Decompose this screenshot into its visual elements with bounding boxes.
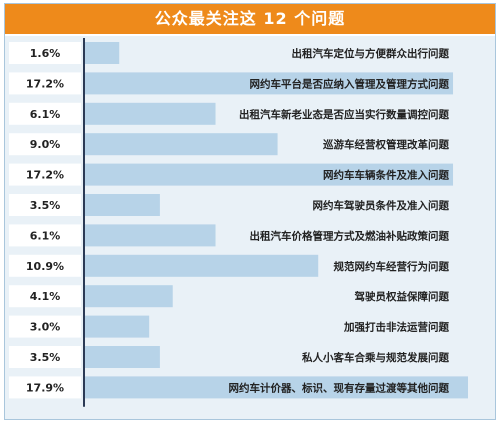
bar	[85, 42, 120, 64]
percent-label: 1.6%	[30, 47, 61, 60]
percent-label: 17.2%	[26, 169, 64, 182]
bar	[85, 376, 468, 399]
category-label: 出租汽车价格管理方式及燃油补贴政策问题	[250, 229, 450, 242]
bar	[85, 315, 150, 338]
percent-label: 3.5%	[30, 351, 61, 364]
percent-label-cell	[9, 254, 81, 277]
category-label: 出租汽车定位与方便群众出行问题	[292, 47, 450, 60]
percent-label: 3.5%	[30, 199, 61, 212]
bar	[85, 346, 160, 368]
percent-label: 10.9%	[26, 260, 64, 273]
percent-label-cell	[9, 194, 81, 216]
bar	[85, 72, 454, 95]
bar	[85, 163, 454, 186]
category-label: 网约车计价器、标识、现有存量过渡等其他问题	[229, 381, 450, 394]
category-label: 网约车驾驶员条件及准入问题	[313, 199, 450, 212]
category-label: 规范网约车经营行为问题	[334, 260, 450, 273]
percent-label: 3.0%	[30, 321, 61, 334]
percent-label: 17.9%	[26, 381, 64, 394]
category-label: 加强打击非法运营问题	[343, 321, 449, 334]
bar-chart-plot: 1.6% 出租汽车定位与方便群众出行问题 17.2% 网约车平台是否应纳入管理及管理方…	[9, 38, 468, 407]
chart-title: 公众最关注这 12 个问题	[5, 4, 495, 36]
percent-label-cell	[9, 285, 81, 308]
percent-label: 9.0%	[30, 138, 61, 151]
percent-label: 17.2%	[26, 77, 64, 90]
category-label: 出租汽车新老业态是否应当实行数量调控问题	[239, 108, 449, 121]
percent-label-cell	[9, 315, 81, 338]
percent-label-cell	[9, 376, 81, 399]
chart-panel: 公众最关注这 12 个问题 1.6% 出租汽车定位与方便群众出行问题 17.2% 网约…	[4, 3, 496, 420]
percent-label-cell	[9, 72, 81, 95]
category-label: 巡游车经营权管理改革问题	[323, 138, 449, 151]
category-label: 驾驶员权益保障问题	[355, 290, 450, 303]
percent-label-cell	[9, 163, 81, 186]
percent-label-cell	[9, 133, 81, 156]
category-label: 私人小客车合乘与规范发展问题	[301, 351, 449, 364]
percent-label-cell	[9, 42, 81, 64]
percent-label-cell	[9, 102, 81, 125]
percent-label-cell	[9, 224, 81, 247]
category-label: 网约车车辆条件及准入问题	[323, 169, 449, 182]
bar	[85, 285, 173, 308]
bar	[85, 102, 216, 125]
percent-label-cell	[9, 346, 81, 368]
percent-label: 6.1%	[30, 108, 61, 121]
percent-label: 6.1%	[30, 229, 61, 242]
bar	[85, 254, 319, 277]
bar	[85, 224, 216, 247]
bar	[85, 133, 278, 156]
bar	[85, 194, 160, 216]
category-label: 网约车平台是否应纳入管理及管理方式问题	[250, 77, 450, 90]
percent-label: 4.1%	[30, 290, 61, 303]
